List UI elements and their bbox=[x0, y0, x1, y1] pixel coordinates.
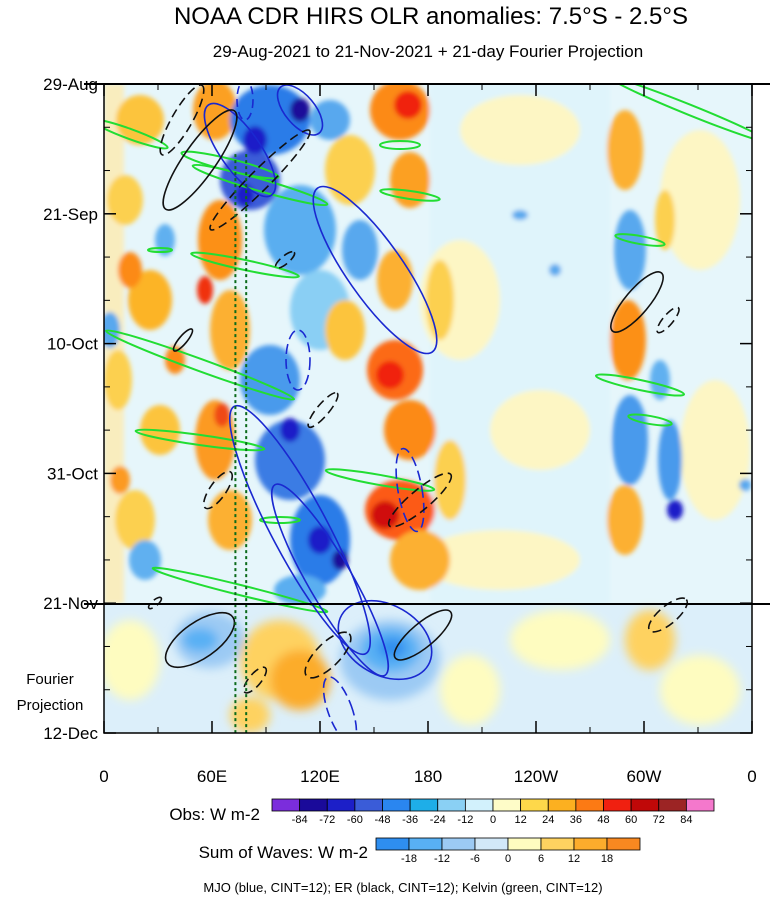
colorbar-swatch bbox=[382, 798, 411, 812]
colorbar-swatch bbox=[474, 837, 509, 851]
colorbar-level-label: 72 bbox=[653, 814, 665, 826]
colorbar-swatch bbox=[630, 798, 660, 812]
colorbar-swatch bbox=[437, 798, 466, 812]
projection-field bbox=[104, 604, 752, 733]
y-tick-label: 10-Oct bbox=[47, 335, 98, 354]
colorbar-level-label: 36 bbox=[570, 814, 582, 826]
colorbar-level-label: -24 bbox=[430, 814, 446, 826]
colorbar-swatch bbox=[575, 798, 604, 812]
waves-colorbar-label: Sum of Waves: W m-2 bbox=[199, 843, 368, 862]
chart-subtitle: 29-Aug-2021 to 21-Nov-2021 + 21-day Four… bbox=[213, 42, 643, 61]
waves-colorbar: -18 -12 -6 0 6 12 18 bbox=[375, 837, 641, 865]
y-tick-label: 29-Aug bbox=[43, 75, 98, 94]
colorbar-swatch bbox=[299, 798, 328, 812]
colorbar-level-label: 18 bbox=[601, 853, 613, 865]
colorbar-level-label: -84 bbox=[292, 814, 308, 826]
x-tick-label: 0 bbox=[99, 767, 108, 786]
x-tick-label: 180 bbox=[414, 767, 442, 786]
colorbar-level-label: -48 bbox=[375, 814, 391, 826]
colorbar-swatch bbox=[464, 798, 494, 812]
contour-legend: MJO (blue, CINT=12); ER (black, CINT=12)… bbox=[203, 880, 602, 895]
colorbar-swatch bbox=[540, 837, 575, 851]
colorbar-level-label: -60 bbox=[347, 814, 363, 826]
x-tick-label: 120E bbox=[300, 767, 340, 786]
colorbar-swatch bbox=[492, 798, 522, 812]
colorbar-level-label: 84 bbox=[680, 814, 692, 826]
obs-colorbar: -84 -72 -60 -48 -36 -24 -12 0 12 24 36 48 60 72 84 bbox=[271, 798, 715, 826]
obs-colorbar-label: Obs: W m-2 bbox=[169, 805, 260, 824]
colorbar-swatch bbox=[507, 837, 542, 851]
colorbar-swatch bbox=[408, 837, 443, 851]
colorbar-level-label: 24 bbox=[542, 814, 554, 826]
colorbar-level-label: -72 bbox=[319, 814, 335, 826]
x-tick-label: 120W bbox=[514, 767, 558, 786]
colorbar-swatch bbox=[409, 798, 439, 812]
colorbar-level-label: 12 bbox=[568, 853, 580, 865]
er-contours bbox=[147, 84, 689, 694]
plot-area bbox=[104, 84, 752, 733]
colorbar-level-label: 0 bbox=[490, 814, 496, 826]
colorbar-swatch bbox=[603, 798, 632, 812]
y-tick-label: 21-Sep bbox=[43, 205, 98, 224]
colorbar-swatch bbox=[547, 798, 577, 812]
colorbar-level-label: -12 bbox=[434, 853, 450, 865]
colorbar-swatch bbox=[658, 798, 687, 812]
colorbar-swatch bbox=[326, 798, 356, 812]
colorbar-swatch bbox=[354, 798, 383, 812]
projection-label-line1: Fourier bbox=[26, 671, 74, 688]
colorbar-level-label: 12 bbox=[515, 814, 527, 826]
y-axis: 29-Aug 21-Sep 10-Oct 31-Oct 21-Nov 12-Dec bbox=[43, 75, 752, 743]
y-tick-label: 21-Nov bbox=[43, 594, 98, 613]
colorbar-level-label: 6 bbox=[538, 853, 544, 865]
colorbar-level-label: -6 bbox=[470, 853, 480, 865]
colorbar-level-label: 60 bbox=[625, 814, 637, 826]
y-tick-label: 31-Oct bbox=[47, 464, 98, 483]
projection-label-line2: Projection bbox=[17, 697, 84, 714]
x-tick-label: 60W bbox=[627, 767, 662, 786]
chart-title: NOAA CDR HIRS OLR anomalies: 7.5°S - 2.5… bbox=[174, 3, 688, 30]
y-tick-label: 12-Dec bbox=[43, 724, 98, 743]
colorbar-level-label: 0 bbox=[505, 853, 511, 865]
mjo-contours bbox=[203, 84, 438, 733]
x-tick-label: 0 bbox=[747, 767, 756, 786]
colorbar-level-label: 48 bbox=[597, 814, 609, 826]
colorbar-swatch bbox=[441, 837, 476, 851]
reference-lines bbox=[234, 154, 248, 733]
obs-field bbox=[104, 84, 751, 605]
colorbar-level-label: -36 bbox=[402, 814, 418, 826]
colorbar-swatch bbox=[573, 837, 608, 851]
colorbar-swatch bbox=[685, 798, 715, 812]
colorbar-swatch bbox=[375, 837, 410, 851]
colorbar-swatch bbox=[271, 798, 301, 812]
x-tick-label: 60E bbox=[197, 767, 227, 786]
x-axis: 0 60E 120E 180 120W 60W 0 bbox=[99, 84, 757, 786]
kelvin-contours bbox=[104, 84, 752, 614]
colorbar-level-label: -12 bbox=[457, 814, 473, 826]
colorbar-level-label: -18 bbox=[401, 853, 417, 865]
colorbar-swatch bbox=[606, 837, 641, 851]
colorbar-swatch bbox=[520, 798, 549, 812]
